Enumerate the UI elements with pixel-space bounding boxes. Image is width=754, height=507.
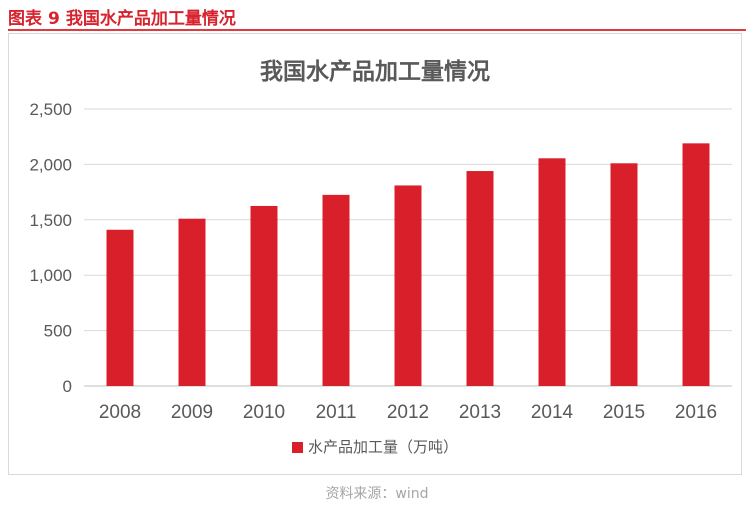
caption-divider bbox=[8, 29, 746, 31]
figure-caption-prefix: 图表 bbox=[8, 9, 42, 29]
x-tick-label: 2011 bbox=[316, 402, 357, 423]
chart-frame: 我国水产品加工量情况 0 500 1,000 1,500 2,000 2,500 2008 2… bbox=[8, 33, 742, 475]
bar-2014 bbox=[538, 158, 566, 386]
bar-chart: 0 500 1,000 1,500 2,000 2,500 2008 2009 2010 2011… bbox=[29, 100, 732, 423]
x-tick-label: 2009 bbox=[171, 402, 213, 423]
y-tick-label: 500 bbox=[44, 322, 72, 341]
bar-2008 bbox=[106, 229, 134, 386]
bar-2010 bbox=[250, 205, 278, 386]
source-note: 资料来源：wind bbox=[325, 486, 429, 502]
x-tick-label: 2013 bbox=[459, 402, 501, 423]
x-tick-label: 2012 bbox=[387, 402, 429, 423]
legend-label: 水产品加工量（万吨） bbox=[307, 438, 458, 456]
bar-2016 bbox=[682, 143, 710, 386]
chart-legend: 水产品加工量（万吨） bbox=[9, 436, 741, 457]
bar-2013 bbox=[466, 171, 494, 386]
bar-2012 bbox=[394, 185, 422, 386]
figure-caption: 图表 9 我国水产品加工量情况 bbox=[8, 4, 236, 29]
bar-2011 bbox=[322, 194, 350, 386]
y-tick-label: 1,500 bbox=[29, 211, 72, 230]
figure-caption-title: 我国水产品加工量情况 bbox=[65, 9, 236, 29]
figure-caption-number: 9 bbox=[48, 9, 60, 29]
x-tick-label: 2016 bbox=[675, 402, 717, 423]
x-tick-label: 2014 bbox=[531, 402, 574, 423]
y-tick-label: 2,000 bbox=[29, 155, 72, 174]
legend-swatch bbox=[291, 442, 303, 453]
bar-2015 bbox=[610, 163, 638, 386]
chart-title: 我国水产品加工量情况 bbox=[260, 59, 490, 85]
x-tick-label: 2015 bbox=[603, 402, 645, 423]
y-tick-label: 2,500 bbox=[29, 100, 72, 119]
y-tick-label: 0 bbox=[63, 377, 72, 396]
x-tick-label: 2008 bbox=[99, 402, 141, 423]
x-tick-label: 2010 bbox=[243, 402, 285, 423]
bar-2009 bbox=[178, 218, 206, 386]
y-tick-label: 1,000 bbox=[29, 266, 72, 285]
